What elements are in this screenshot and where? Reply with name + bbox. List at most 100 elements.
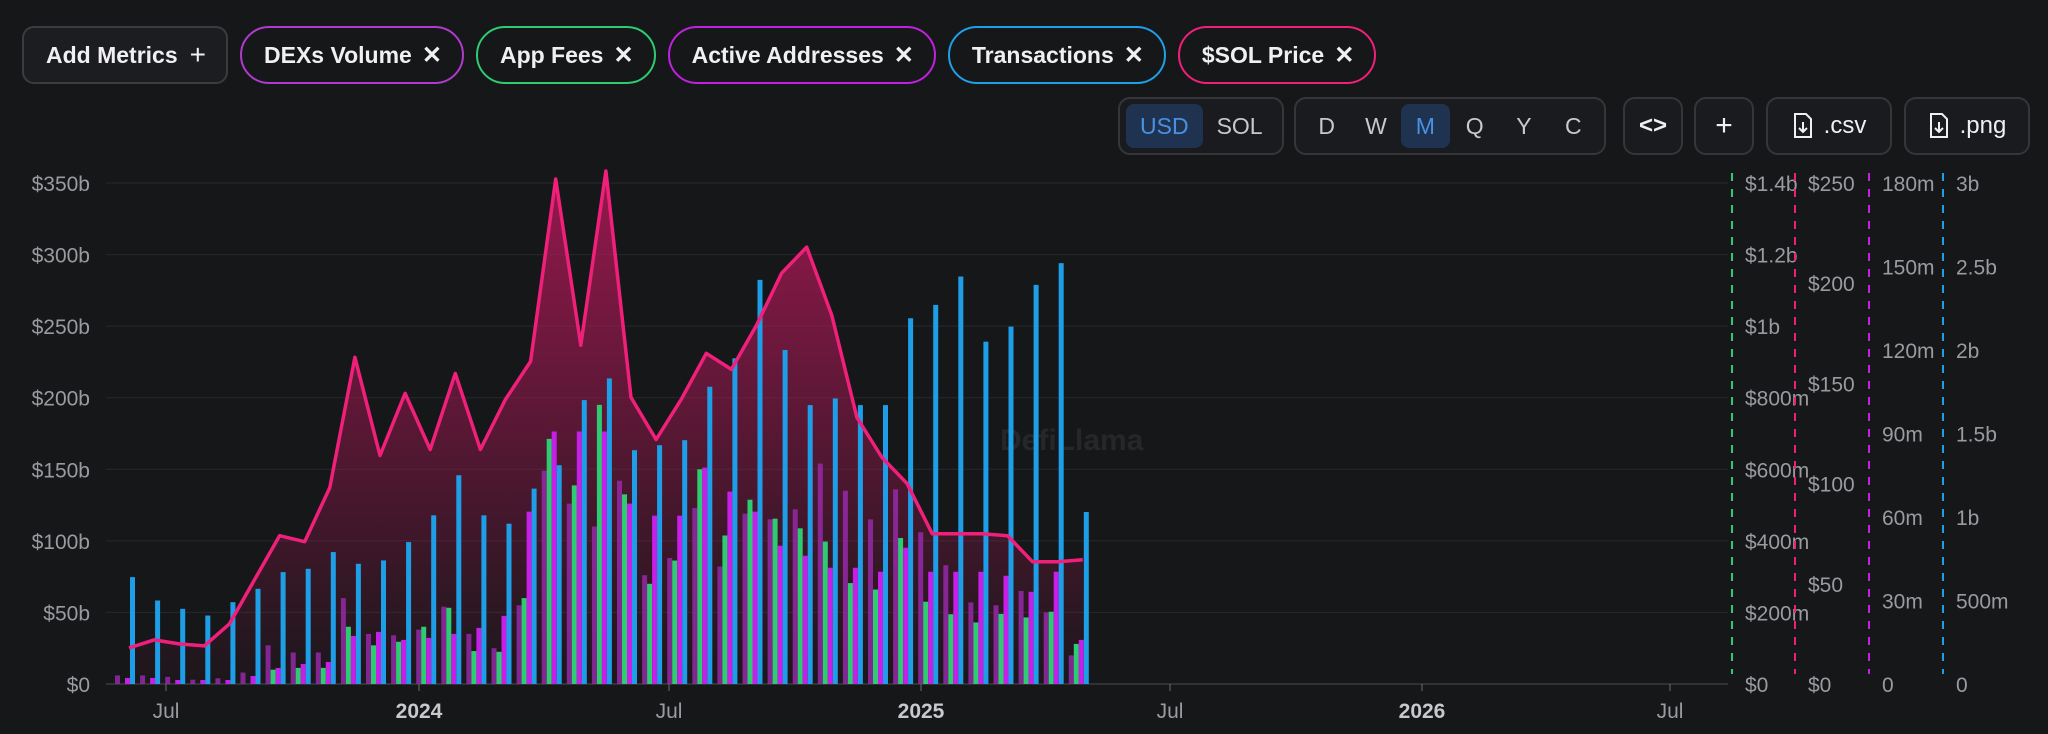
granularity-toggle: D W M Q Y C [1294,97,1606,155]
bar [627,503,632,684]
metric-pill-transactions[interactable]: Transactions ✕ [947,26,1166,84]
bar [832,398,838,684]
bar [998,613,1004,684]
bar [516,605,522,684]
plus-icon: + [1715,109,1733,142]
granularity-y[interactable]: Y [1516,112,1532,139]
bars [115,263,1089,684]
granularity-m[interactable]: M [1400,104,1450,148]
y-tick-label: $50b [43,602,90,625]
bar [898,537,904,684]
granularity-d[interactable]: D [1318,112,1335,139]
file-download-icon [1793,113,1812,138]
denomination-usd[interactable]: USD [1126,104,1203,148]
bar [933,304,939,684]
bar [250,675,256,684]
metric-pill-active-addresses[interactable]: Active Addresses ✕ [667,26,936,84]
bar [566,503,572,684]
bar [918,532,924,684]
denomination-sol[interactable]: SOL [1216,112,1263,139]
add-metrics-label: Add Metrics [46,41,178,68]
x-tick-label: Jul [153,700,180,723]
bar [797,528,803,684]
bar [280,572,286,684]
granularity-w[interactable]: W [1365,112,1387,139]
granularity-q[interactable]: Q [1465,112,1484,139]
metric-pill-dexs-volume[interactable]: DEXs Volume ✕ [240,26,464,84]
bar [130,577,135,684]
close-icon[interactable]: ✕ [1123,41,1144,69]
bar [948,614,954,684]
plus-icon: + [189,39,206,70]
bar [1068,655,1074,684]
x-tick-label: 2026 [1399,700,1446,723]
y-tick-label: $800m [1745,388,1809,411]
bar [521,598,527,684]
y-tick-label: $250b [32,316,90,339]
bar [491,648,497,684]
bar [190,679,196,684]
metric-pill-sol-price[interactable]: $SOL Price ✕ [1177,26,1377,84]
bar [617,480,622,684]
y-tick-label: $200 [1808,273,1855,296]
bar [973,622,979,684]
bar [506,523,512,684]
bar [391,635,397,684]
sol-price-area-fill [129,171,1083,684]
bar [642,575,648,684]
watermark: DefiLlama [1000,424,1144,457]
bar [747,499,753,684]
bar [1043,612,1049,684]
add-chart-button[interactable]: + [1694,97,1754,155]
bar [782,350,788,684]
bar [406,542,412,684]
add-metrics-button[interactable]: Add Metrics + [22,26,228,84]
bar [275,667,281,684]
y-tick-label: $200b [32,388,90,411]
bar [501,615,507,684]
bar [180,608,186,684]
file-download-icon [1929,113,1948,138]
y-tick-label: 0 [1882,674,1894,697]
bar [868,519,873,684]
bar [847,583,853,684]
bar [466,633,472,684]
close-icon[interactable]: ✕ [893,41,914,69]
bar [657,445,663,684]
close-icon[interactable]: ✕ [421,41,442,69]
metric-pill-app-fees[interactable]: App Fees ✕ [475,26,656,84]
bar [481,515,487,684]
bar [305,568,311,684]
bar [541,470,547,684]
bar [903,547,909,684]
y-tick-label: $250 [1808,173,1855,196]
bar [622,494,627,684]
bar [923,601,929,684]
bar [381,560,386,684]
download-csv-button[interactable]: .csv [1766,97,1892,155]
bar [421,626,427,684]
close-icon[interactable]: ✕ [613,41,634,69]
download-png-button[interactable]: .png [1904,97,2030,155]
y-tick-label: 180m [1882,173,1935,196]
bar [581,400,587,684]
sol-price-area [129,171,1083,684]
y-tick-label: $150 [1808,373,1855,396]
bar [426,637,432,684]
y-tick-label: $350b [32,173,90,196]
y-tick-label: $150b [32,459,90,482]
embed-button[interactable]: <> [1623,97,1683,155]
granularity-c[interactable]: C [1564,112,1582,139]
bar [883,405,888,684]
bar [1008,326,1014,684]
bar [576,431,582,684]
y-tick-label: $1.4b [1745,173,1798,196]
bar [446,607,452,684]
y-tick-label: 30m [1882,591,1923,614]
bar [225,679,231,684]
close-icon[interactable]: ✕ [1334,41,1355,69]
bar [1078,639,1084,684]
bar [591,526,597,684]
y-tick-label: 1b [1956,507,1979,530]
y-tick-label: $400m [1745,531,1809,554]
